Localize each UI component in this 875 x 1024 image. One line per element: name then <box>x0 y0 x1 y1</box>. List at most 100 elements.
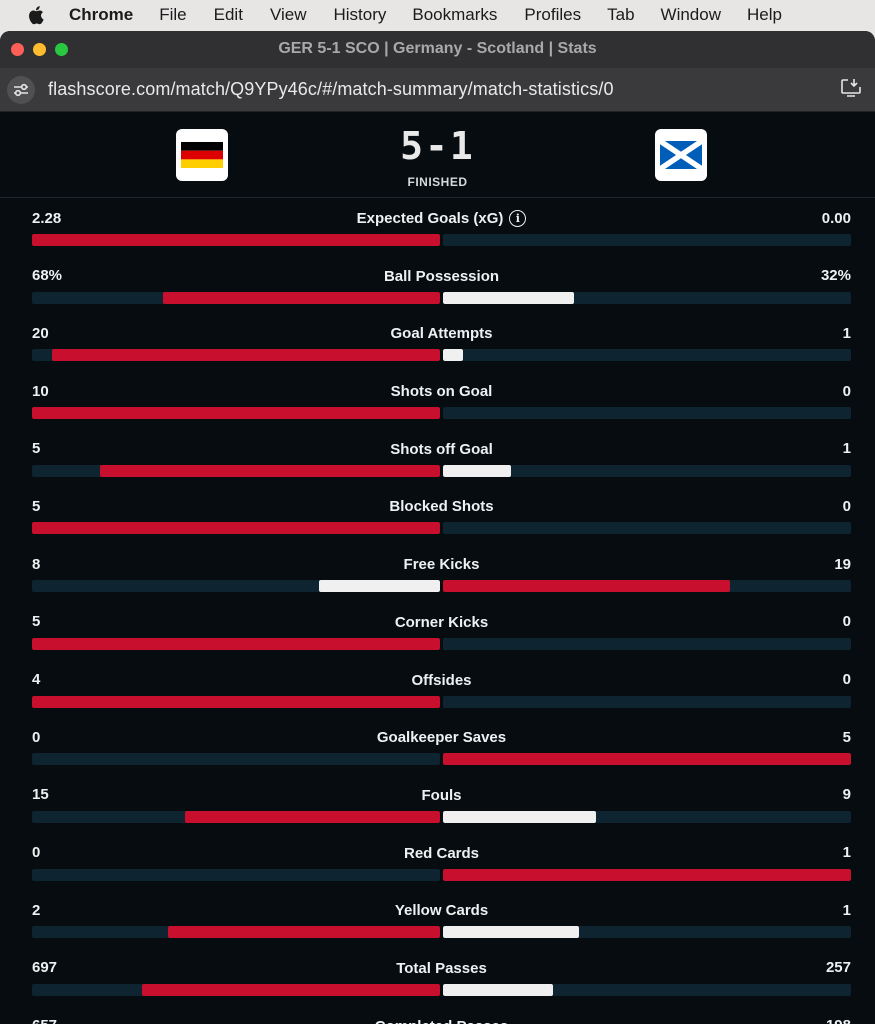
match-statistics-list: 2.28 Expected Goals (xG) i 0.00 68% Ball Poss… <box>32 207 851 1024</box>
home-bar-fill <box>141 983 440 996</box>
stat-name-label: Completed Passes <box>375 1018 508 1024</box>
menu-tab[interactable]: Tab <box>607 5 635 24</box>
away-bar-track <box>443 464 851 477</box>
stat-bars <box>32 983 851 996</box>
menu-help[interactable]: Help <box>747 5 782 24</box>
stat-labels: 15 Fouls 9 <box>32 784 851 806</box>
home-bar-track <box>32 753 440 766</box>
home-value: 2.28 <box>32 209 62 227</box>
stat-row: 10 Shots on Goal 0 <box>32 380 851 438</box>
apple-menu-icon[interactable] <box>0 5 70 25</box>
away-bar-track <box>443 234 851 246</box>
away-value: 1 <box>842 901 851 919</box>
away-value: 1 <box>842 324 851 342</box>
menu-bookmarks[interactable]: Bookmarks <box>412 5 498 24</box>
away-value: 1 <box>842 440 851 458</box>
menu-profiles[interactable]: Profiles <box>524 5 582 24</box>
stat-row: 2.28 Expected Goals (xG) i 0.00 <box>32 207 851 265</box>
away-bar-track <box>443 407 851 420</box>
home-value: 10 <box>32 382 49 400</box>
stat-name-label: Blocked Shots <box>389 498 494 516</box>
germany-flag-icon[interactable] <box>176 129 228 181</box>
home-bar-fill <box>32 695 440 708</box>
away-bar-fill <box>443 868 851 881</box>
home-value: 0 <box>32 728 41 746</box>
stat-labels: 5 Corner Kicks 0 <box>32 611 851 633</box>
stat-name-label: Ball Possession <box>383 267 500 285</box>
stat-name: Shots on Goal <box>32 383 851 400</box>
home-bar-track <box>32 695 440 708</box>
home-bar-fill <box>32 234 440 246</box>
stat-bars <box>32 926 851 939</box>
stat-name: Yellow Cards <box>32 902 851 919</box>
away-bar-fill <box>443 291 574 304</box>
page-content: 5-1 FINISHED 2.28 Expected Goals (xG) i 0.0… <box>0 112 875 1024</box>
stat-row: 4 Offsides 0 <box>32 669 851 727</box>
stat-name-label: Shots on Goal <box>390 383 493 401</box>
stat-bars <box>32 580 851 593</box>
home-bar-track <box>32 926 440 939</box>
home-bar-fill <box>319 580 440 593</box>
match-header: 5-1 FINISHED <box>0 112 875 198</box>
menu-view[interactable]: View <box>269 5 307 24</box>
stat-labels: 20 Goal Attempts 1 <box>32 322 851 344</box>
minimize-window-button[interactable] <box>33 43 46 56</box>
site-settings-icon[interactable] <box>7 75 35 104</box>
stat-labels: 5 Blocked Shots 0 <box>32 495 851 517</box>
stat-row: 0 Red Cards 1 <box>32 842 851 900</box>
stat-name-label: Shots off Goal <box>390 440 493 458</box>
home-value: 697 <box>32 959 58 977</box>
maximize-window-button[interactable] <box>55 43 68 56</box>
home-value: 20 <box>32 324 49 342</box>
stat-bars <box>32 291 851 304</box>
away-bar-fill <box>443 926 579 939</box>
home-bar-track <box>32 810 440 823</box>
macos-menu-bar: Chrome File Edit View History Bookmarks … <box>0 0 875 30</box>
stat-name-label: Yellow Cards <box>394 902 489 920</box>
menu-edit[interactable]: Edit <box>213 5 243 24</box>
away-value: 0 <box>842 613 851 631</box>
home-value: 657 <box>32 1017 57 1024</box>
home-value: 8 <box>32 555 41 573</box>
stat-name-label: Total Passes <box>396 959 487 977</box>
menu-file[interactable]: File <box>159 5 187 24</box>
stat-name: Corner Kicks <box>32 614 851 631</box>
away-value: 5 <box>842 728 851 746</box>
stat-bars <box>32 349 851 362</box>
install-app-icon[interactable] <box>840 78 862 103</box>
away-bar-track <box>443 580 851 593</box>
home-bar-track <box>32 349 440 362</box>
away-value: 0 <box>842 497 851 515</box>
home-bar-fill <box>32 522 440 535</box>
url-field[interactable]: flashscore.com/match/Q9YPy46c/#/match-su… <box>48 79 614 99</box>
away-bar-track <box>443 810 851 823</box>
menu-window[interactable]: Window <box>660 5 721 24</box>
stat-labels: 697 Total Passes 257 <box>32 957 851 979</box>
menu-chrome[interactable]: Chrome <box>69 5 134 24</box>
stat-row: 657 Completed Passes 198 <box>32 1015 851 1024</box>
info-icon[interactable]: i <box>509 210 527 227</box>
stat-name: Goalkeeper Saves <box>32 729 851 746</box>
away-bar-track <box>443 695 851 708</box>
traffic-lights <box>11 43 68 56</box>
stat-row: 5 Shots off Goal 1 <box>32 438 851 496</box>
home-bar-fill <box>162 291 440 304</box>
match-status: FINISHED <box>407 175 468 189</box>
menu-history[interactable]: History <box>333 5 387 24</box>
stat-name: Free Kicks <box>32 556 851 573</box>
stat-row: 697 Total Passes 257 <box>32 957 851 1015</box>
stat-bars <box>32 868 851 881</box>
away-value: 198 <box>826 1017 851 1024</box>
scotland-flag-icon[interactable] <box>655 129 707 181</box>
close-window-button[interactable] <box>11 43 24 56</box>
stat-labels: 5 Shots off Goal 1 <box>32 438 851 460</box>
home-value: 5 <box>32 497 41 515</box>
title-bar[interactable]: GER 5-1 SCO | Germany - Scotland | Stats <box>0 31 875 68</box>
stat-bars <box>32 695 851 708</box>
stat-row: 2 Yellow Cards 1 <box>32 899 851 957</box>
away-bar-track <box>443 522 851 535</box>
stat-labels: 0 Red Cards 1 <box>32 842 851 864</box>
stat-bars <box>32 522 851 535</box>
home-value: 5 <box>32 440 41 458</box>
window-title: GER 5-1 SCO | Germany - Scotland | Stats <box>278 40 597 57</box>
